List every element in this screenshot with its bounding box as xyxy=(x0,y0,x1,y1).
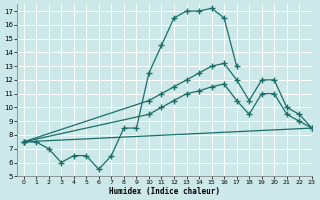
X-axis label: Humidex (Indice chaleur): Humidex (Indice chaleur) xyxy=(109,187,220,196)
